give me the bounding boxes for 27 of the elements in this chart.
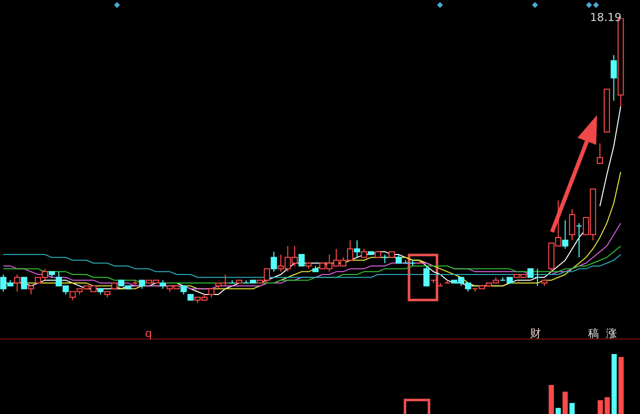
candlestick <box>596 142 603 164</box>
candlestick <box>298 254 305 266</box>
candlestick <box>569 208 576 241</box>
text: 财 <box>530 327 541 340</box>
candlestick <box>270 251 277 272</box>
candlestick <box>229 280 236 284</box>
bar <box>556 408 561 414</box>
candlestick <box>437 282 444 286</box>
candlestick <box>21 276 28 290</box>
annotation: 18.19 <box>590 11 622 24</box>
candlestick <box>444 280 450 284</box>
candlestick <box>576 222 582 258</box>
bar <box>562 392 568 414</box>
text: 涨 <box>606 327 617 340</box>
text: q <box>145 327 152 340</box>
bar <box>611 354 616 414</box>
bar <box>570 402 575 414</box>
candlestick <box>610 54 617 102</box>
bar <box>597 400 602 414</box>
candlestick <box>562 220 568 250</box>
text: 稿 <box>588 327 599 340</box>
candlestick <box>423 265 430 286</box>
candlestick <box>354 240 360 258</box>
bar <box>618 357 624 414</box>
bar <box>548 385 554 414</box>
candlestick <box>14 274 20 292</box>
candlestick <box>430 280 436 284</box>
